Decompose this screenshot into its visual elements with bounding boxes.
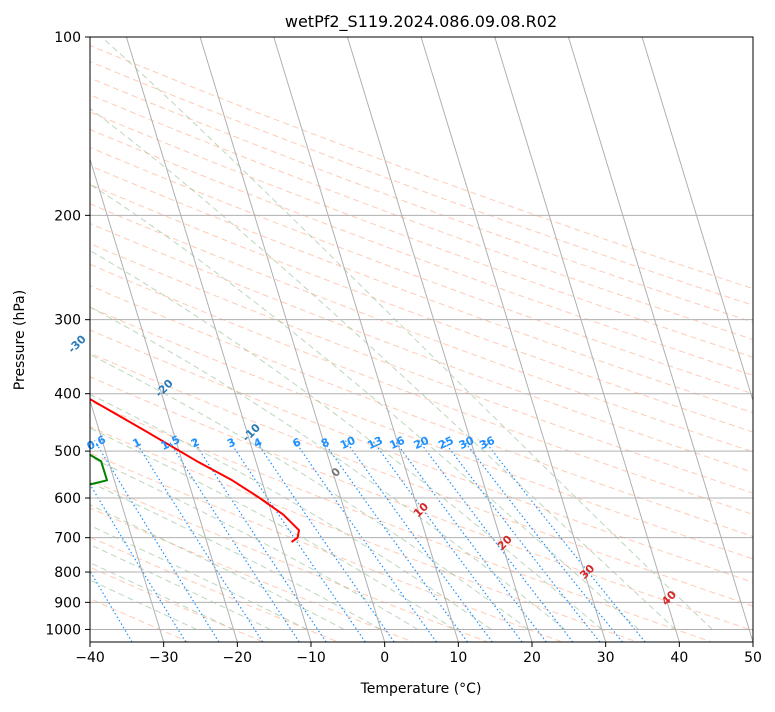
mixing-ratio-line [255, 440, 395, 642]
x-tick-label: 40 [670, 650, 688, 666]
mixing-ratio-line [345, 440, 493, 642]
mixing-ratio-line [192, 440, 327, 642]
y-tick-label: 800 [54, 565, 81, 581]
mixing-ratio-line [90, 569, 133, 642]
isotherm-line [199, 37, 386, 642]
x-axis-label: Temperature (°C) [360, 681, 482, 697]
dry-adiabat-line [90, 128, 753, 376]
mixing-ratio-label: 25 [436, 434, 455, 452]
moist-adiabat-line [90, 456, 418, 630]
y-tick-label: 1000 [45, 622, 81, 638]
mixing-ratio-label: 30 [457, 434, 477, 452]
moist-adiabat-line [90, 250, 603, 630]
isotherm-line [273, 37, 459, 642]
mixing-ratio-label: 13 [365, 434, 384, 452]
moist-adiabat-line [90, 107, 676, 630]
y-tick-label: 600 [54, 491, 81, 507]
y-tick-label: 500 [54, 444, 81, 460]
moist-adiabat-line [90, 504, 345, 630]
dry-adiabat-line [90, 243, 753, 494]
mixing-ratio-line [168, 440, 300, 642]
mixing-ratio-line [484, 440, 646, 642]
moist-adiabat-line [90, 353, 529, 630]
plot-frame [89, 36, 754, 643]
isotherm-line [420, 37, 607, 642]
x-tick-label: 20 [523, 650, 541, 666]
dry-adiabat-line [90, 329, 753, 583]
x-tick-label: 30 [597, 650, 615, 666]
x-tick-label: −10 [296, 650, 326, 666]
isotherm-line [90, 157, 238, 642]
dry-adiabat-line [90, 146, 753, 395]
mixing-ratio-line [90, 483, 187, 642]
moist-adiabat-line [90, 183, 640, 630]
dry-adiabat-line [90, 183, 753, 433]
y-tick-label: 700 [54, 531, 81, 547]
y-axis-label: Pressure (hPa) [12, 290, 28, 390]
y-tick-label: 100 [54, 30, 81, 46]
x-tick-label: −40 [75, 650, 105, 666]
dry-adiabat-line [90, 306, 753, 560]
background-lines [90, 37, 753, 642]
moist-adiabat-line [90, 393, 492, 630]
mixing-ratio-line [322, 440, 468, 642]
mixing-ratio-label: 20 [412, 434, 432, 452]
mixing-ratio-line [134, 440, 264, 642]
mixing-ratio-label: 16 [388, 434, 408, 452]
isotherm-line [567, 37, 753, 642]
moist-adiabat-line [90, 524, 308, 630]
dry-adiabat-line [90, 452, 563, 642]
isotherm-line [346, 37, 533, 642]
dry-adiabat-line [90, 507, 414, 642]
mixing-ratio-label: 10 [338, 434, 358, 452]
profile-lines [90, 397, 300, 543]
dry-adiabat-line [90, 44, 753, 290]
mixing-ratio-line [463, 440, 623, 642]
isotherm-line [90, 398, 165, 642]
dry-adiabat-line [90, 77, 753, 323]
isotherm-line [494, 37, 680, 642]
x-tick-label: −30 [149, 650, 179, 666]
x-axis: −40 −30 −20 −10 0 10 20 30 40 50 [75, 642, 762, 666]
mixing-ratio-line [372, 440, 523, 642]
y-axis: 100 200 300 400 500 600 700 800 900 1000 [45, 30, 90, 638]
y-tick-label: 200 [54, 208, 81, 224]
moist-adiabat-line [90, 306, 566, 630]
y-tick-label: 400 [54, 387, 81, 403]
dry-adiabat-line [90, 426, 638, 642]
y-tick-label: 300 [54, 313, 81, 329]
isotherm-line [125, 37, 312, 642]
x-tick-label: 10 [449, 650, 467, 666]
moist-adiabat-line [101, 37, 713, 630]
mixing-ratio-line [443, 440, 601, 642]
isotherm-line [641, 37, 753, 403]
mixing-ratio-label: 36 [477, 434, 497, 452]
x-tick-label: 50 [744, 650, 762, 666]
dry-adiabat-line [90, 222, 753, 473]
mixing-ratio-line [94, 440, 220, 642]
dry-adiabat-line [90, 376, 753, 632]
chart-title: wetPf2_S119.2024.086.09.08.R02 [285, 12, 557, 32]
x-tick-label: 0 [380, 650, 389, 666]
temperature-profile [90, 397, 300, 543]
mixing-ratio-line [294, 440, 437, 642]
y-tick-label: 900 [54, 595, 81, 611]
x-tick-label: −20 [223, 650, 253, 666]
